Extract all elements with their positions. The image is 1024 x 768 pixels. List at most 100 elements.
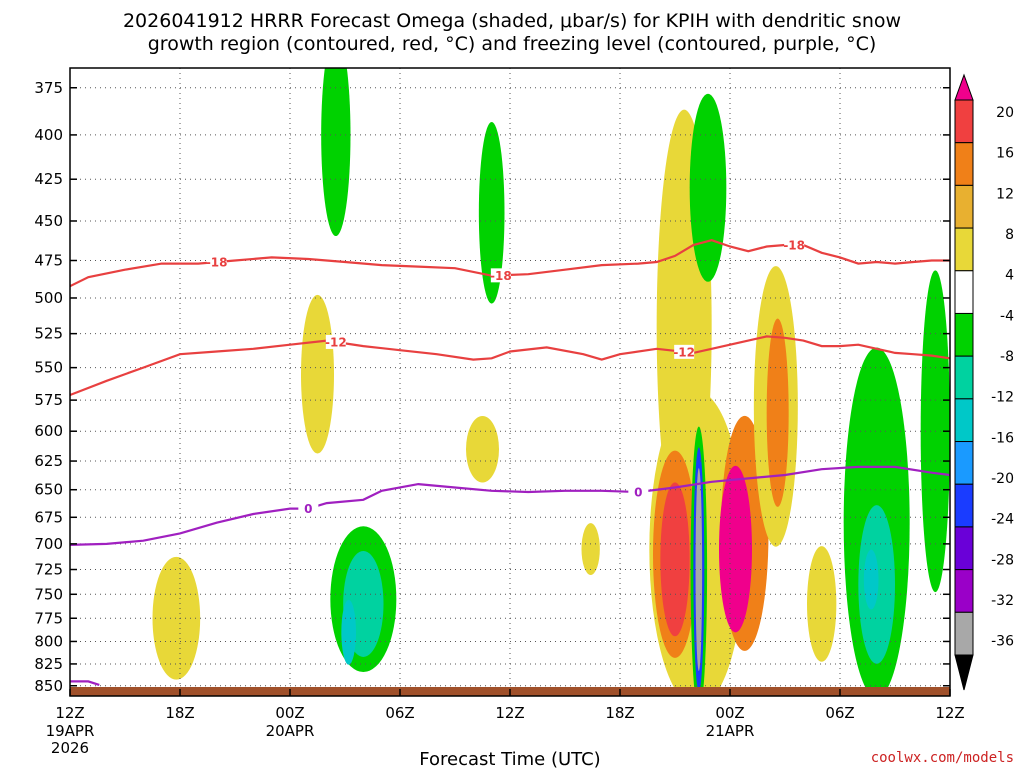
y-tick-label: 500 [34,289,63,307]
colorbar-label: -12 [991,390,1014,406]
omega-region-25 [807,546,837,662]
colorbar-label: 12 [996,186,1014,202]
x-year-label: 2026 [51,739,89,757]
colorbar-box [954,99,974,144]
y-tick-label: 700 [34,535,63,553]
omega-region-5 [321,68,351,237]
colorbar-label: -8 [1000,349,1014,365]
contour-line-0 [70,239,950,288]
omega-region-7 [466,415,499,483]
contour-label: -12 [673,345,695,359]
colorbar-box [954,227,974,272]
colorbar-label: -32 [991,593,1014,609]
omega-region-18 [695,468,703,671]
x-tick-label: 12Z [495,704,524,722]
y-tick-label: 475 [34,251,63,269]
colorbar-box [954,611,974,656]
colorbar-top-triangle [954,73,974,101]
contour-label: -12 [325,335,347,349]
contour-label-bg [628,484,649,499]
colorbar-box [954,569,974,613]
x-tick-label: 00Z [715,704,744,722]
x-tick-label: 18Z [605,704,634,722]
colorbar-box [954,526,974,571]
contour-label-bg [325,334,346,349]
y-tick-label: 675 [34,508,63,526]
colorbar-box [954,398,974,443]
omega-region-11 [689,93,727,282]
contour-label: 0 [634,485,642,499]
omega-field [152,68,950,696]
colorbar-label: -28 [991,552,1014,568]
x-date-label: 21APR [706,722,755,740]
omega-region-23 [863,549,879,610]
chart-title-line2: growth region (contoured, red, °C) and f… [148,33,877,55]
y-tick-label: 450 [34,212,63,230]
y-tick-label: 650 [34,481,63,499]
colorbar-label: 20 [996,105,1014,121]
colorbar-label: -20 [991,471,1014,487]
colorbar-label: -36 [991,634,1014,650]
colorbar-box [954,312,974,357]
x-tick-label: 12Z [55,704,84,722]
y-tick-label: 400 [34,126,63,144]
colorbar-label: 8 [1005,227,1014,243]
y-tick-label: 600 [34,422,63,440]
contour-label-bg [674,344,695,359]
colorbar-box [954,184,974,229]
colorbar-label: -16 [991,430,1014,446]
colorbar-box [954,270,974,314]
y-tick-label: 525 [34,325,63,343]
contour-label: -18 [783,238,805,252]
colorbar-box [954,142,974,186]
contour-label: -18 [206,256,228,270]
colorbar-label: -24 [991,512,1014,528]
y-tick-label: 750 [34,585,63,603]
omega-region-20 [766,318,789,507]
contour-line-1 [70,335,950,397]
y-axis: 375 400 425 450 475 500 525 550 575 600 625 650 675 7… [34,79,950,695]
y-tick-label: 825 [34,655,63,673]
credit-text: coolwx.com/models [871,750,1014,766]
contour-line-2 [70,465,950,546]
colorbar: 20 16 12 8 4 -4 -8 -12 -16 -20 -24 -28 -32 -36 [954,73,1014,691]
chart-title-line1: 2026041912 HRRR Forecast Omega (shaded, … [123,10,901,32]
y-tick-label: 425 [34,170,63,188]
y-tick-label: 725 [34,561,63,579]
x-tick-label: 18Z [165,704,194,722]
omega-region-15 [719,465,752,633]
contour-label: 0 [304,502,312,516]
y-tick-label: 575 [34,391,63,409]
y-tick-label: 625 [34,452,63,470]
omega-region-13 [660,482,690,637]
colorbar-box [954,441,974,485]
contour-lines: -18 -18 -18 -12 -12 0 0 [70,237,950,686]
omega-region-1 [301,294,334,454]
y-tick-label: 550 [34,359,63,377]
colorbar-label: 4 [1005,268,1014,284]
x-date-label: 19APR [46,722,95,740]
contour-label-bg [490,268,511,283]
contour-label-bg [298,501,319,516]
x-axis-label: Forecast Time (UTC) [419,749,600,768]
colorbar-bottom-triangle [954,654,974,691]
omega-region-6 [478,122,505,304]
y-tick-label: 375 [34,79,63,97]
x-tick-label: 00Z [275,704,304,722]
contour-label: -18 [490,269,512,283]
omega-region-0 [152,556,201,680]
x-tick-label: 06Z [385,704,414,722]
omega-region-8 [581,523,600,575]
omega-region-4 [341,599,356,665]
colorbar-box [954,355,974,400]
y-tick-label: 800 [34,632,63,650]
contour-label-bg [206,255,227,270]
x-tick-label: 12Z [935,704,964,722]
contour-line-3 [70,680,100,686]
x-date-label: 20APR [266,722,315,740]
grid-lines [70,68,950,696]
colorbar-box [954,483,974,528]
colorbar-label: -4 [1000,308,1014,324]
